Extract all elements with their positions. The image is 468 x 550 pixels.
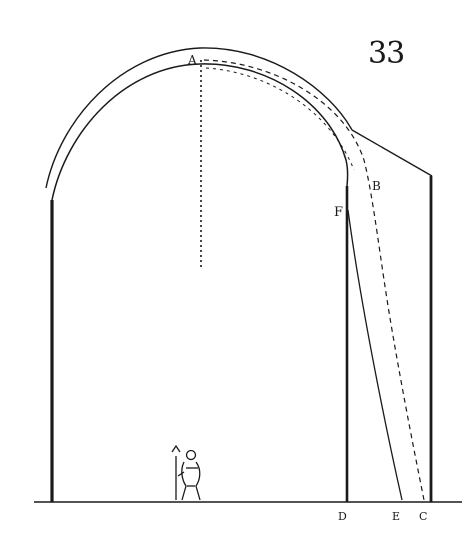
thrust-line-dashed (203, 59, 425, 501)
plate-number: 33 (368, 36, 405, 71)
label-d: D (338, 510, 347, 523)
thrust-line-solid (347, 209, 403, 501)
label-f: F (334, 205, 343, 220)
label-e: E (392, 510, 400, 523)
label-a: A (187, 53, 197, 67)
thrust-line-dashed-inner (205, 67, 355, 171)
buttress-top (351, 129, 433, 177)
label-c: C (419, 510, 427, 523)
label-b: B (372, 179, 381, 193)
inner-arch (51, 63, 349, 201)
human-figure (171, 444, 201, 501)
outer-arch (45, 47, 353, 189)
